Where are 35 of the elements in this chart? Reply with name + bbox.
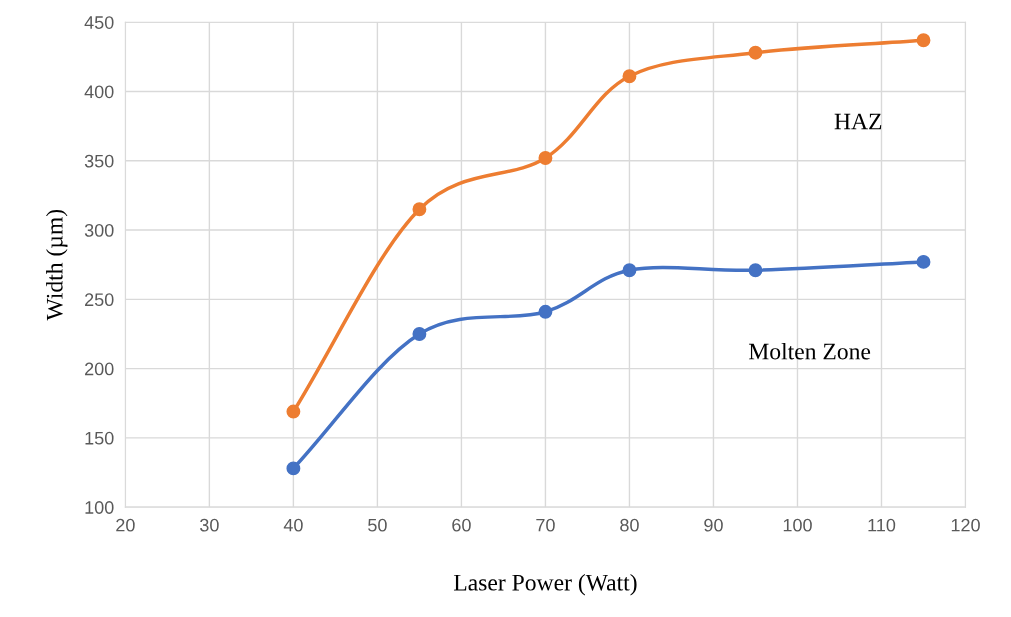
y-tick-label: 250: [85, 293, 114, 307]
point: [538, 304, 553, 319]
point: [622, 69, 637, 84]
x-axis-title: Laser Power (Watt): [453, 574, 637, 596]
x-tick-label: 30: [200, 518, 219, 532]
x-tick-label: 120: [951, 518, 980, 532]
y-tick-label: 200: [85, 362, 114, 376]
text: Molten Zone: [748, 342, 871, 360]
point: [412, 327, 427, 341]
x-tick-label: 70: [536, 518, 555, 532]
point: [622, 263, 637, 278]
point: [748, 263, 763, 278]
x-tick-label: 20: [116, 518, 135, 532]
point: [538, 151, 553, 165]
point: [916, 33, 931, 48]
point: [286, 404, 301, 419]
y-tick-label: 100: [85, 501, 114, 514]
x-tick-label: 100: [783, 518, 812, 532]
point: [412, 202, 427, 217]
point: [286, 461, 301, 476]
x-tick-label: 80: [620, 518, 639, 532]
y-axis-title: Width (µm): [46, 209, 68, 321]
x-tick-label: 110: [868, 518, 896, 532]
x-tick-label: 90: [704, 518, 723, 532]
y-tick-label: 450: [84, 16, 114, 29]
text: HAZ: [834, 113, 882, 130]
y-tick-label: 400: [84, 85, 114, 99]
point: [916, 254, 931, 269]
x-tick-label: 50: [368, 518, 387, 532]
y-tick-label: 300: [84, 223, 114, 237]
point: [748, 45, 763, 60]
x-tick-label: 60: [452, 518, 471, 532]
y-tick-label: 150: [85, 431, 114, 445]
x-tick-label: 40: [283, 518, 303, 532]
y-tick-label: 350: [84, 154, 114, 168]
